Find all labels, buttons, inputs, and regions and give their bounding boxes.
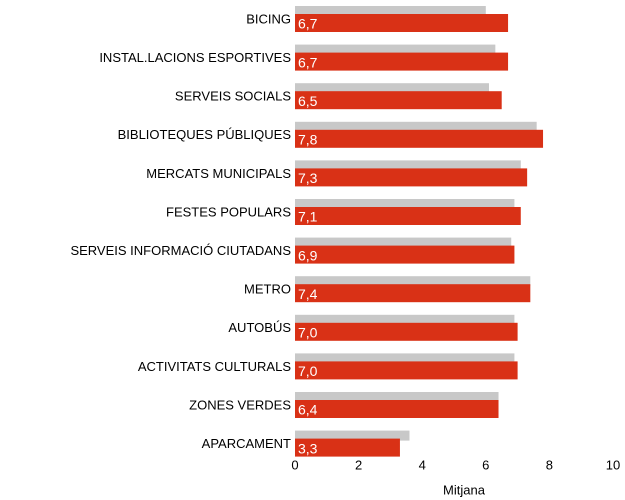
bar-previous bbox=[295, 121, 537, 132]
y-tick-label: INSTAL.LACIONS ESPORTIVES bbox=[99, 50, 291, 65]
bar bbox=[295, 52, 509, 71]
bar-previous bbox=[295, 44, 496, 55]
y-tick-label: AUTOBÚS bbox=[228, 320, 291, 335]
value-label: 7,4 bbox=[298, 286, 318, 302]
bar bbox=[295, 91, 502, 110]
bar-previous bbox=[295, 430, 410, 441]
y-tick-label: ACTIVITATS CULTURALS bbox=[138, 359, 291, 374]
x-tick-label: 8 bbox=[546, 457, 553, 472]
x-tick-label: 0 bbox=[291, 457, 298, 472]
y-tick-label: METRO bbox=[244, 282, 291, 297]
y-tick-label: APARCAMENT bbox=[202, 436, 291, 451]
bar bbox=[295, 207, 521, 225]
x-tick-label: 2 bbox=[355, 457, 362, 472]
bar bbox=[295, 284, 531, 303]
value-label: 7,8 bbox=[298, 132, 318, 148]
bar-previous bbox=[295, 353, 515, 364]
bar bbox=[295, 14, 509, 32]
bar bbox=[295, 129, 544, 148]
bar bbox=[295, 322, 518, 341]
bar bbox=[295, 245, 515, 264]
value-label: 7,0 bbox=[298, 363, 318, 379]
x-tick-label: 6 bbox=[482, 457, 489, 472]
y-tick-label: SERVEIS INFORMACIÓ CIUTADANS bbox=[70, 243, 291, 258]
value-label: 3,3 bbox=[298, 440, 318, 456]
bar-previous bbox=[295, 160, 521, 171]
value-label: 6,9 bbox=[298, 247, 318, 263]
bar-previous bbox=[295, 83, 489, 94]
x-tick-label: 10 bbox=[606, 457, 620, 472]
bar bbox=[295, 438, 400, 457]
value-label: 7,3 bbox=[298, 170, 318, 186]
bar bbox=[295, 400, 499, 418]
x-tick-label: 4 bbox=[419, 457, 426, 472]
bar-previous bbox=[295, 314, 515, 325]
bar-previous bbox=[295, 276, 531, 287]
y-tick-label: BIBLIOTEQUES PÚBLIQUES bbox=[118, 127, 292, 142]
bar bbox=[295, 168, 528, 187]
bar-previous bbox=[295, 392, 499, 402]
y-tick-label: MERCATS MUNICIPALS bbox=[146, 166, 291, 181]
y-tick-label: FESTES POPULARS bbox=[166, 204, 291, 219]
value-label: 6,4 bbox=[298, 402, 318, 418]
value-label: 6,5 bbox=[298, 93, 318, 109]
y-tick-label: SERVEIS SOCIALS bbox=[175, 89, 291, 104]
value-label: 7,1 bbox=[298, 209, 318, 225]
value-label: 6,7 bbox=[298, 54, 318, 70]
bar-previous bbox=[295, 237, 512, 248]
value-label: 6,7 bbox=[298, 16, 318, 32]
x-axis-label: Mitjana bbox=[443, 482, 486, 497]
y-tick-label: BICING bbox=[246, 11, 291, 26]
bar-previous bbox=[295, 199, 515, 209]
y-tick-label: ZONES VERDES bbox=[189, 397, 291, 412]
bar-previous bbox=[295, 6, 486, 16]
bar bbox=[295, 361, 518, 380]
value-label: 7,0 bbox=[298, 325, 318, 341]
